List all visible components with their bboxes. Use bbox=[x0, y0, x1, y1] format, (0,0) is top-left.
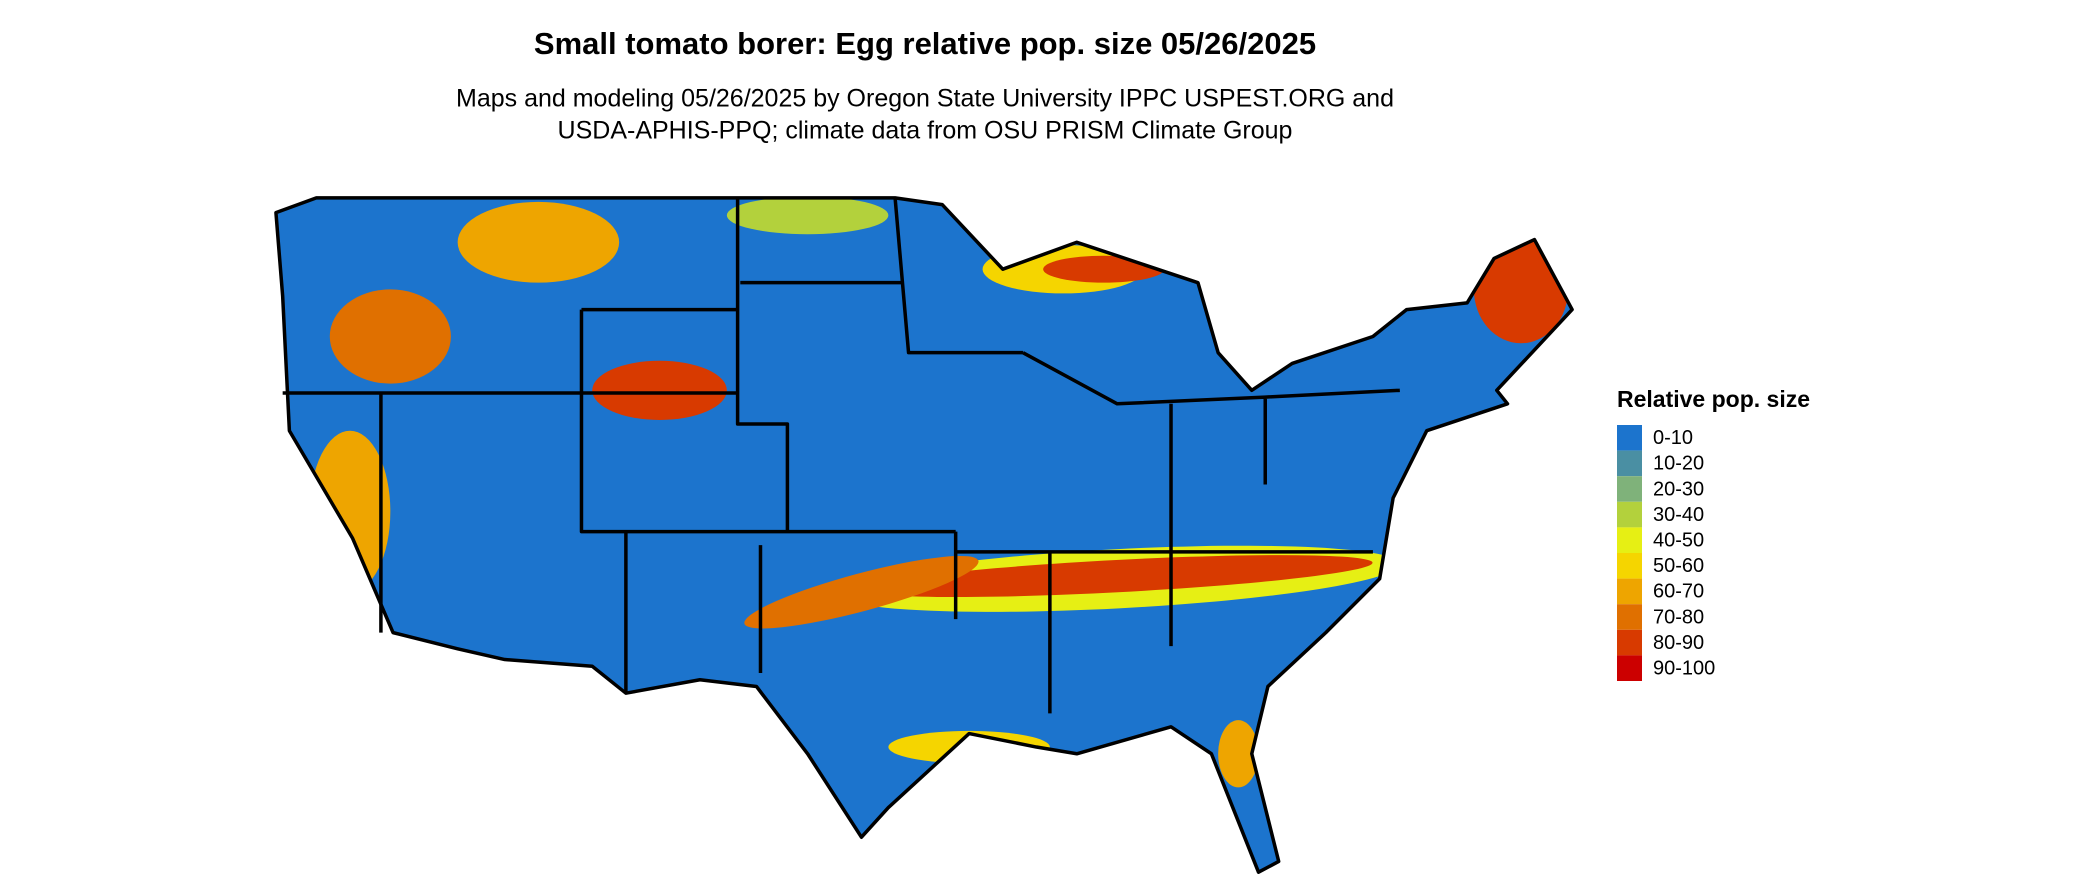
risk-area bbox=[457, 201, 620, 283]
legend-swatch bbox=[1617, 501, 1642, 528]
legend: 0-10 10-20 20-30 30-40 40-50 50-60 60-70 70-80 8… bbox=[1617, 425, 1715, 681]
risk-area bbox=[1473, 235, 1569, 344]
risk-area bbox=[1043, 255, 1165, 283]
legend-swatch bbox=[1617, 450, 1642, 477]
risk-area bbox=[309, 430, 391, 593]
legend-swatch bbox=[1617, 578, 1642, 605]
legend-title: Relative pop. size bbox=[1617, 386, 1810, 412]
legend-label: 50-60 bbox=[1653, 555, 1704, 577]
legend-label: 30-40 bbox=[1653, 504, 1704, 526]
legend-swatch bbox=[1617, 527, 1642, 553]
legend-label: 10-20 bbox=[1653, 453, 1704, 475]
risk-area bbox=[744, 555, 979, 629]
legend-swatch bbox=[1617, 553, 1642, 579]
risk-area bbox=[726, 197, 889, 235]
legend-swatch bbox=[1617, 655, 1642, 681]
legend-label: 70-80 bbox=[1653, 606, 1704, 628]
legend-label: 20-30 bbox=[1653, 478, 1704, 500]
us-map bbox=[274, 196, 1574, 874]
legend-swatch bbox=[1617, 476, 1642, 502]
legend-swatch bbox=[1617, 604, 1642, 630]
risk-area bbox=[329, 289, 451, 384]
legend-label: 40-50 bbox=[1653, 529, 1704, 551]
risk-area bbox=[1218, 720, 1259, 788]
map-subtitle: Maps and modeling 05/26/2025 by Oregon S… bbox=[456, 85, 1394, 113]
legend-label: 0-10 bbox=[1653, 427, 1693, 449]
legend-swatch bbox=[1617, 425, 1642, 451]
region-fill bbox=[275, 197, 1573, 873]
map-title: Small tomato borer: Egg relative pop. si… bbox=[534, 26, 1316, 61]
map-subtitle: USDA-APHIS-PPQ; climate data from OSU PR… bbox=[558, 117, 1293, 145]
legend-label: 80-90 bbox=[1653, 632, 1704, 654]
legend-swatch bbox=[1617, 629, 1642, 656]
legend-label: 60-70 bbox=[1653, 581, 1704, 603]
state-border bbox=[282, 197, 1400, 714]
risk-area bbox=[861, 555, 1373, 598]
legend-label: 90-100 bbox=[1653, 657, 1715, 679]
risk-area bbox=[592, 360, 727, 420]
